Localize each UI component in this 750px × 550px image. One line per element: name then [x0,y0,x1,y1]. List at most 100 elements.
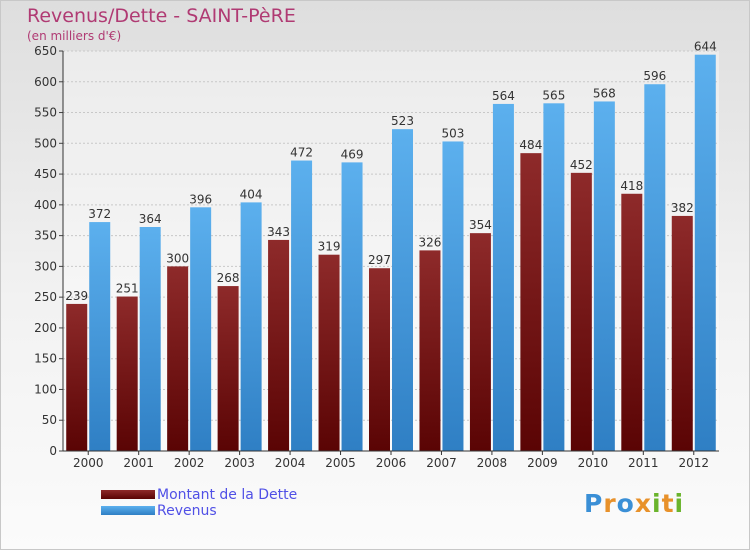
bar-revenus [442,141,464,451]
bar-revenus [190,207,212,451]
y-tick-label: 400 [34,198,57,212]
logo-letter: i [652,489,662,518]
bar-debt [419,250,441,451]
logo-letter: P [584,489,604,518]
x-tick-label: 2008 [477,456,508,470]
y-tick-label: 50 [42,413,57,427]
x-tick-label: 2006 [376,456,407,470]
data-label-debt: 319 [318,240,341,254]
plot-area [63,51,719,451]
bar-debt [369,268,390,451]
x-tick-label: 2002 [174,456,205,470]
y-tick-label: 0 [49,444,57,458]
bar-debt [570,172,592,451]
data-label-debt: 354 [469,218,492,232]
data-label-revenus: 523 [391,114,414,128]
chart-subtitle: (en milliers d'€) [27,29,122,43]
x-tick-label: 2012 [678,456,709,470]
legend-swatch-debt [101,490,155,499]
data-label-revenus: 472 [290,146,313,160]
bar-debt [217,286,239,451]
data-label-revenus: 564 [492,89,515,103]
data-label-debt: 326 [419,235,442,249]
bar-revenus [392,129,413,451]
bar-revenus [694,54,716,451]
data-label-debt: 418 [620,179,643,193]
y-tick-label: 250 [34,290,57,304]
logo-letter: t [661,489,675,518]
legend-label-debt: Montant de la Dette [157,487,298,503]
data-label-revenus: 364 [139,212,162,226]
data-label-debt: 239 [65,289,88,303]
bar-revenus [593,101,615,451]
chart-title: Revenus/Dette - SAINT-PèRE [27,5,296,27]
bar-debt [318,254,340,451]
data-label-debt: 343 [267,225,290,239]
y-tick-label: 200 [34,321,57,335]
data-label-debt: 251 [116,282,139,296]
bar-debt [621,193,643,451]
data-label-revenus: 644 [694,40,717,54]
bar-revenus [291,160,313,452]
x-tick-label: 2009 [527,456,558,470]
x-tick-label: 2007 [426,456,457,470]
data-label-revenus: 568 [593,86,616,100]
bar-revenus [89,222,111,451]
y-tick-label: 350 [34,229,57,243]
bar-debt [671,215,693,451]
data-label-revenus: 404 [240,187,263,201]
logo-letter: r [603,489,617,518]
x-tick-label: 2003 [224,456,255,470]
bar-revenus [543,103,565,452]
bar-debt [167,266,189,451]
y-tick-label: 550 [34,106,57,120]
data-label-revenus: 372 [88,207,111,221]
x-tick-label: 2000 [73,456,104,470]
x-tick-label: 2011 [628,456,659,470]
y-tick-label: 600 [34,75,57,89]
data-label-revenus: 565 [542,88,565,102]
bars-group [66,54,716,452]
y-tick-label: 100 [34,382,57,396]
proxiti-logo: Proxiti [584,489,684,518]
data-label-revenus: 596 [643,69,666,83]
data-label-debt: 452 [570,158,593,172]
data-label-revenus: 503 [442,126,465,140]
data-label-debt: 484 [519,138,542,152]
y-tick-label: 300 [34,259,57,273]
bar-debt [116,296,138,451]
grid-lines [63,50,719,452]
data-labels-group: 239 372 251 364 300 396 268 404 343 472 319 469 297 5… [65,40,716,303]
bar-debt [66,303,88,451]
bar-debt [469,233,491,451]
bar-debt [268,239,290,451]
data-label-debt: 300 [166,251,189,265]
y-tick-label: 500 [34,136,57,150]
data-label-revenus: 469 [341,147,364,161]
legend-swatch-revenus [101,506,155,515]
data-label-debt: 297 [368,253,391,267]
logo-letter: x [634,489,652,518]
data-label-revenus: 396 [189,192,212,206]
x-tick-label: 2004 [275,456,306,470]
y-tick-label: 450 [34,167,57,181]
logo-letter: o [616,489,635,518]
bar-revenus [139,227,161,451]
y-tick-label: 150 [34,352,57,366]
axes-group: 0 50 100 150 200 250 300 350 400 450 500 550 600 650 2… [34,44,719,470]
bar-revenus [644,84,666,451]
bar-revenus [341,162,363,451]
data-label-debt: 382 [671,201,694,215]
x-tick-label: 2001 [123,456,154,470]
bar-debt [520,153,542,451]
logo-letter: i [674,489,685,518]
x-tick-label: 2010 [578,456,609,470]
y-tick-label: 650 [34,44,57,58]
bar-revenus [492,103,514,451]
x-tick-label: 2005 [325,456,356,470]
legend-label-revenus: Revenus [157,503,217,519]
data-label-debt: 268 [217,271,240,285]
bar-revenus [240,202,262,451]
